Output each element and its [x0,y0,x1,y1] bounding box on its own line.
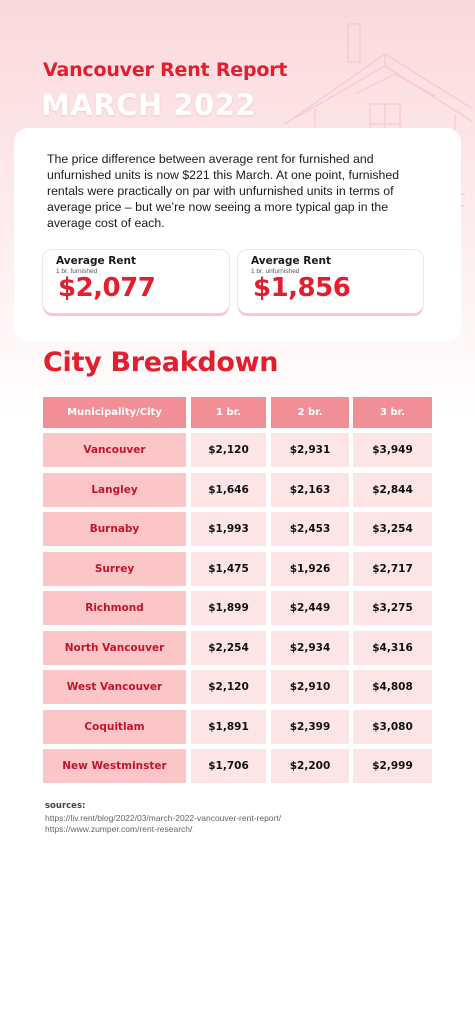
rent-value-cell: $2,399 [271,710,349,744]
rent-value-cell: $2,449 [271,591,349,625]
city-name-cell: New Westminster [43,749,186,783]
rent-value-cell: $2,120 [191,433,266,467]
rent-value-cell: $2,931 [271,433,349,467]
rent-value-cell: $3,080 [353,710,432,744]
stat-card-unfurnished: Average Rent 1 br. unfurnished $1,856 [238,250,423,313]
city-name-cell: Richmond [43,591,186,625]
city-name-cell: Vancouver [43,433,186,467]
rent-value-cell: $2,120 [191,670,266,704]
sources-label: sources: [45,801,86,811]
source-link[interactable]: https://www.zumper.com/rent-research/ [45,824,193,834]
rent-value-cell: $1,993 [191,512,266,546]
rent-value-cell: $1,475 [191,552,266,586]
rent-value-cell: $3,254 [353,512,432,546]
rent-value-cell: $2,910 [271,670,349,704]
header-2br: 2 br. [271,397,349,428]
rent-value-cell: $2,934 [271,631,349,665]
rent-value-cell: $4,808 [353,670,432,704]
rent-value-cell: $1,899 [191,591,266,625]
stat-value: $1,856 [253,273,351,303]
city-name-cell: Burnaby [43,512,186,546]
rent-value-cell: $3,949 [353,433,432,467]
report-subtitle: MARCH 2022 [41,88,256,122]
stat-value: $2,077 [58,273,156,303]
report-title: Vancouver Rent Report [43,59,288,81]
city-name-cell: North Vancouver [43,631,186,665]
rent-value-cell: $1,926 [271,552,349,586]
header-3br: 3 br. [353,397,432,428]
rent-value-cell: $2,453 [271,512,349,546]
header-municipality: Municipality/City [43,397,186,428]
header-1br: 1 br. [191,397,266,428]
rent-value-cell: $2,999 [353,749,432,783]
city-name-cell: West Vancouver [43,670,186,704]
stat-sublabel: 1 br. furnished [56,268,98,275]
stat-card-furnished: Average Rent 1 br. furnished $2,077 [43,250,229,313]
stat-label: Average Rent [56,255,136,267]
rent-value-cell: $2,163 [271,473,349,507]
source-link[interactable]: https://liv.rent/blog/2022/03/march-2022… [45,813,282,823]
city-name-cell: Langley [43,473,186,507]
rent-value-cell: $1,891 [191,710,266,744]
rent-value-cell: $4,316 [353,631,432,665]
stat-sublabel: 1 br. unfurnished [251,268,300,275]
city-name-cell: Coquitlam [43,710,186,744]
rent-value-cell: $1,646 [191,473,266,507]
intro-paragraph: The price difference between average ren… [47,152,400,230]
rent-value-cell: $2,717 [353,552,432,586]
rent-value-cell: $3,275 [353,591,432,625]
rent-value-cell: $2,844 [353,473,432,507]
city-name-cell: Surrey [43,552,186,586]
rent-value-cell: $2,200 [271,749,349,783]
rent-value-cell: $1,706 [191,749,266,783]
rent-value-cell: $2,254 [191,631,266,665]
section-title: City Breakdown [43,347,279,378]
stat-label: Average Rent [251,255,331,267]
